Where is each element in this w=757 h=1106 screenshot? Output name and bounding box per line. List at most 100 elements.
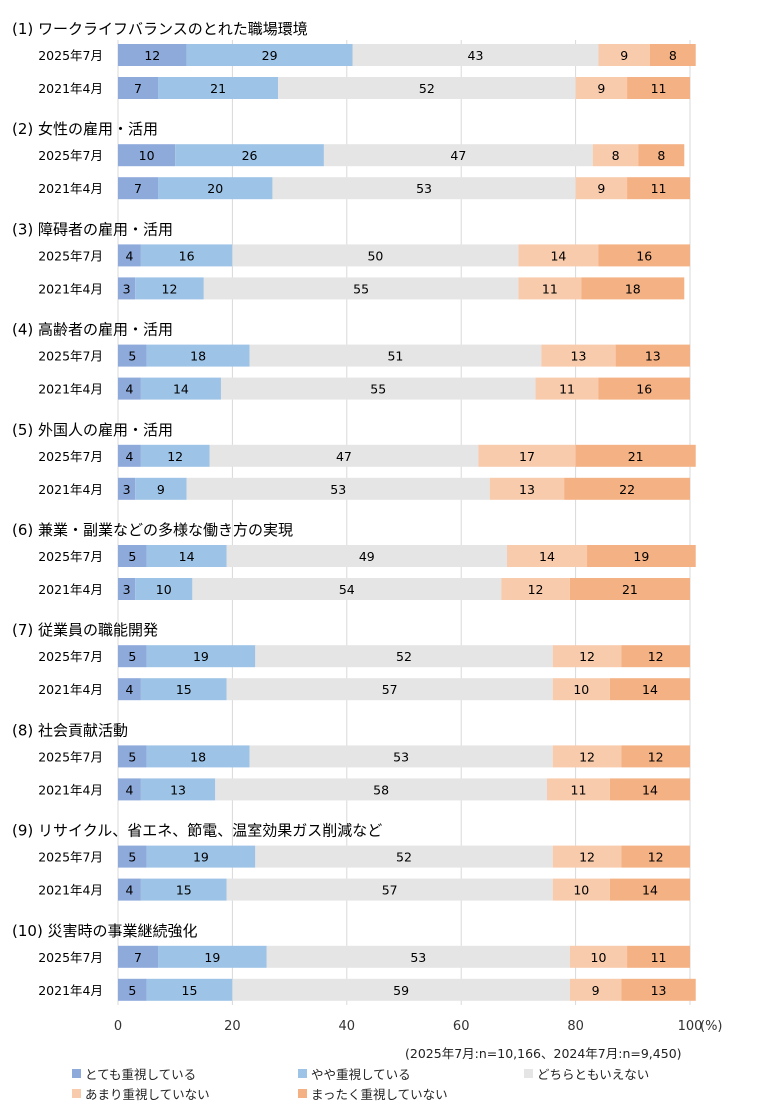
data-label: 14: [550, 248, 566, 263]
bar-segment: [118, 144, 176, 167]
bar-segment: [232, 244, 519, 267]
data-label: 13: [519, 482, 535, 497]
bar-segment: [118, 678, 141, 701]
group-title: (3) 障碍者の雇用・活用: [12, 220, 173, 238]
data-label: 53: [416, 181, 432, 196]
data-label: 11: [559, 382, 575, 397]
data-label: 14: [642, 682, 658, 697]
bar-segment: [518, 244, 599, 267]
data-label: 14: [173, 382, 189, 397]
data-label: 53: [410, 950, 426, 965]
bar-segment: [609, 778, 690, 801]
data-label: 4: [125, 782, 133, 797]
group-title: (9) リサイクル、省エネ、節電、温室効果ガス削減など: [12, 822, 382, 840]
data-label: 12: [648, 850, 664, 865]
data-label: 4: [125, 682, 133, 697]
bar-segment: [146, 845, 256, 868]
data-label: 13: [645, 349, 661, 364]
data-label: 5: [128, 649, 136, 664]
legend-item: とても重視している: [72, 1064, 196, 1083]
data-label: 14: [642, 883, 658, 898]
data-label: 4: [125, 382, 133, 397]
bar-segment: [118, 344, 147, 367]
x-tick-label: 80: [567, 1019, 584, 1034]
group-title: (6) 兼業・副業などの多様な働き方の実現: [12, 521, 293, 539]
data-label: 29: [262, 48, 278, 63]
data-label: 53: [330, 482, 346, 497]
legend-swatch: [524, 1069, 533, 1078]
data-label: 8: [612, 148, 620, 163]
year-label: 2021年4月: [38, 382, 103, 397]
x-tick-label: 60: [453, 1019, 470, 1034]
bar-segment: [118, 377, 141, 400]
bar-segment: [140, 444, 210, 467]
data-label: 12: [579, 850, 595, 865]
year-label: 2021年4月: [38, 181, 103, 196]
data-label: 13: [571, 349, 587, 364]
data-label: 12: [579, 749, 595, 764]
data-label: 15: [176, 682, 192, 697]
data-label: 18: [190, 349, 206, 364]
data-label: 57: [382, 682, 398, 697]
data-label: 52: [419, 81, 435, 96]
data-label: 8: [669, 48, 677, 63]
data-label: 53: [393, 749, 409, 764]
bar-segment: [552, 845, 622, 868]
bar-segment: [575, 444, 696, 467]
bar-segment: [621, 845, 690, 868]
data-label: 7: [134, 181, 142, 196]
bar-segment: [186, 44, 353, 66]
data-label: 21: [622, 582, 638, 597]
bar-segment: [598, 244, 690, 267]
data-label: 13: [651, 983, 667, 998]
bar-segment: [226, 545, 507, 567]
bar-segment: [255, 645, 553, 668]
data-label: 19: [633, 549, 649, 564]
data-label: 5: [128, 749, 136, 764]
data-label: 10: [156, 582, 172, 597]
x-unit-label: (%): [700, 1019, 723, 1034]
bar-segment: [621, 745, 690, 768]
bar-segment: [552, 878, 610, 901]
legend-label: やや重視している: [311, 1067, 411, 1082]
bar-segment: [564, 477, 690, 500]
bar-segment: [146, 344, 250, 367]
bar-segment: [323, 144, 593, 167]
data-label: 15: [182, 983, 198, 998]
year-label: 2021年4月: [38, 883, 103, 898]
data-label: 21: [628, 449, 644, 464]
bar-segment: [518, 277, 582, 300]
group-title: (8) 社会貢献活動: [12, 721, 128, 739]
bar-segment: [232, 978, 570, 1001]
data-label: 20: [207, 181, 223, 196]
data-label: 14: [642, 782, 658, 797]
bar-segment: [278, 77, 576, 99]
data-label: 59: [393, 983, 409, 998]
data-label: 9: [597, 81, 605, 96]
data-label: 14: [179, 549, 195, 564]
year-label: 2025年7月: [38, 950, 103, 965]
bar-segment: [209, 444, 479, 467]
bar-segment: [587, 545, 696, 567]
data-label: 3: [123, 582, 131, 597]
bar-segment: [118, 845, 147, 868]
legend-label: あまり重視していない: [85, 1087, 210, 1102]
bar-segment: [609, 678, 690, 701]
data-label: 55: [353, 281, 369, 296]
data-label: 16: [636, 248, 652, 263]
data-label: 13: [170, 782, 186, 797]
data-label: 18: [190, 749, 206, 764]
data-label: 7: [134, 950, 142, 965]
year-label: 2021年4月: [38, 482, 103, 497]
data-label: 12: [528, 582, 544, 597]
legend-swatch: [72, 1069, 81, 1078]
data-label: 52: [396, 850, 412, 865]
data-label: 49: [359, 549, 375, 564]
bar-segment: [547, 778, 610, 801]
data-label: 10: [573, 883, 589, 898]
bar-segment: [146, 745, 250, 768]
bar-segment: [352, 44, 599, 66]
bar-segment: [255, 845, 553, 868]
bar-segment: [575, 177, 628, 200]
bar-segment: [146, 645, 256, 668]
